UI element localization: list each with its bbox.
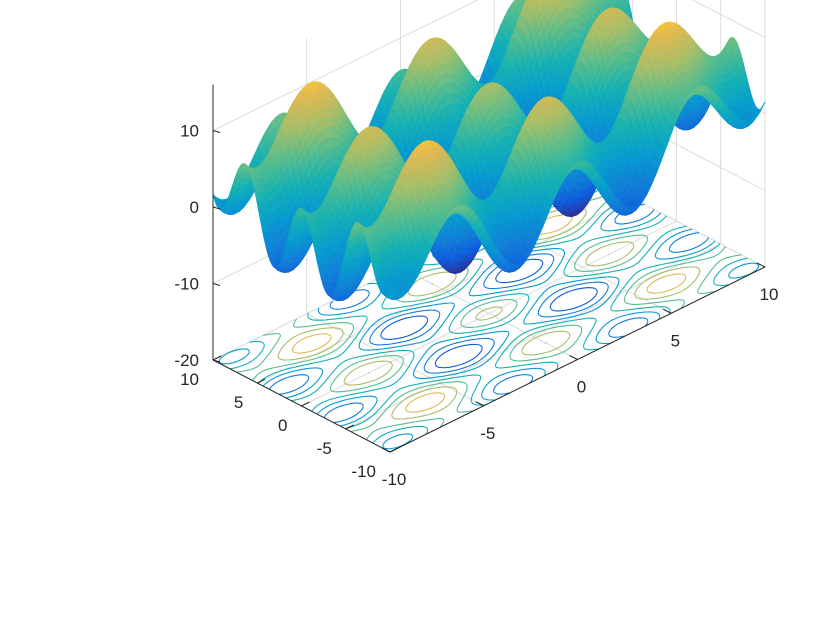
grid-line (691, 0, 766, 38)
contour-line (291, 214, 687, 413)
grid-line (212, 0, 479, 131)
grid-line (257, 197, 633, 384)
grid-line (301, 220, 677, 407)
contour-line (380, 258, 598, 369)
surface-mesh (212, 0, 766, 302)
grid-line (345, 243, 721, 430)
base-contour-projection (218, 177, 760, 450)
